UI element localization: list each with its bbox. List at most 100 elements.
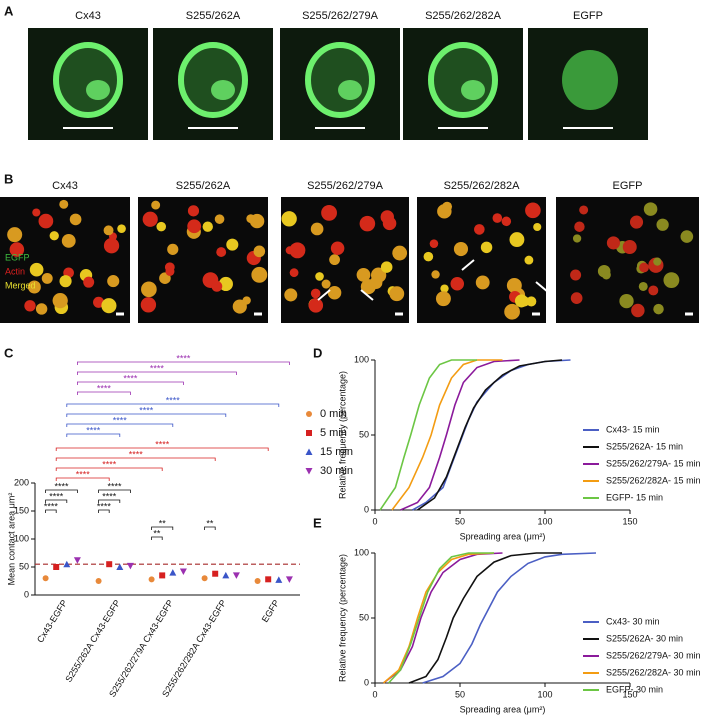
significance-bracket <box>55 457 216 461</box>
cell <box>431 270 440 279</box>
cell <box>653 257 662 266</box>
cell <box>638 281 648 291</box>
x-tick-label: S255/262A Cx43-EGFP <box>63 598 122 684</box>
cell-core <box>338 80 362 100</box>
cell <box>574 221 585 232</box>
legend-label: 30 min <box>320 465 353 477</box>
cell <box>103 225 114 236</box>
panel-label: E <box>313 515 322 530</box>
significance-bracket <box>55 477 110 481</box>
cell <box>53 42 123 118</box>
dot <box>126 562 134 570</box>
y-tick-label: 150 <box>14 505 29 515</box>
cell <box>52 293 68 309</box>
legend-label: S255/262/282A- 30 min <box>606 667 701 677</box>
channel-label: EGFP <box>5 252 30 262</box>
cell <box>151 200 161 210</box>
legend-label: Cx43- 30 min <box>606 616 660 626</box>
dot <box>169 569 177 576</box>
y-tick-label: 50 <box>359 429 369 439</box>
cell <box>202 221 213 232</box>
cell <box>69 213 82 226</box>
significance-label: **** <box>113 415 128 425</box>
significance-label: **** <box>155 439 170 449</box>
arrow <box>461 259 475 271</box>
cell <box>29 262 44 277</box>
panel-label: B <box>4 171 13 186</box>
cell <box>232 299 247 314</box>
dot <box>73 557 81 564</box>
panel-title: S255/262/282A <box>444 180 521 192</box>
y-tick-label: 0 <box>364 677 369 687</box>
line <box>388 552 494 684</box>
line <box>417 359 563 511</box>
panel-title: EGFP <box>613 180 643 192</box>
cell <box>525 202 541 219</box>
significance-bracket <box>98 509 110 513</box>
cell <box>606 236 621 250</box>
significance-bracket <box>66 413 227 417</box>
panel-title: EGFP <box>573 10 603 22</box>
cell <box>101 298 117 314</box>
cell <box>656 218 669 231</box>
cell <box>315 272 324 281</box>
channel-label: Actin <box>5 266 25 276</box>
dot <box>116 563 124 570</box>
cell <box>356 267 371 282</box>
significance-bracket <box>45 499 68 503</box>
arrow <box>535 281 549 293</box>
cell <box>680 230 694 243</box>
line <box>412 359 571 511</box>
dot <box>306 430 312 436</box>
legend-label: S255/262/279A- 30 min <box>606 650 701 660</box>
significance-label: **** <box>176 353 191 363</box>
cell <box>321 204 337 221</box>
x-tick-label: EGFP <box>260 598 281 624</box>
cell <box>141 281 157 298</box>
cell <box>165 267 175 276</box>
cell <box>61 233 76 248</box>
legend-label: S255/262/282A- 15 min <box>606 475 701 485</box>
dot <box>285 576 293 583</box>
dot <box>265 576 272 583</box>
significance-bracket <box>66 433 121 437</box>
cell <box>359 215 376 232</box>
y-tick-label: 100 <box>354 547 369 557</box>
significance-label: **** <box>54 481 69 491</box>
x-axis-label: Spreading area (μm²) <box>460 531 546 541</box>
line <box>382 552 495 684</box>
cell <box>450 276 465 291</box>
cell <box>41 272 53 284</box>
significance-bracket <box>98 499 121 503</box>
line <box>422 552 597 684</box>
legend-label: EGFP- 15 min <box>606 492 663 502</box>
cell <box>601 270 611 280</box>
significance-bracket <box>66 423 174 427</box>
cell <box>310 288 321 299</box>
cell <box>142 211 158 227</box>
x-tick-label: Cx43-EGFP <box>35 598 69 644</box>
cell <box>187 219 202 234</box>
cell <box>35 303 48 315</box>
cell <box>570 269 582 281</box>
line <box>379 359 477 511</box>
cell <box>284 288 298 302</box>
cell <box>629 215 644 229</box>
y-tick-label: 50 <box>359 612 369 622</box>
cell <box>631 303 645 318</box>
cell <box>475 275 490 290</box>
legend-label: Cx43- 15 min <box>606 424 660 434</box>
cell <box>32 208 41 217</box>
dot <box>306 411 312 417</box>
significance-label: **** <box>49 491 64 501</box>
significance-label: **** <box>123 373 138 383</box>
cell <box>107 275 120 288</box>
cell <box>423 251 434 262</box>
panel-label: D <box>313 345 322 360</box>
dot <box>275 576 283 583</box>
x-tick-label: 0 <box>372 689 377 699</box>
cell <box>216 247 227 258</box>
significance-bracket <box>151 536 163 540</box>
legend-label: EGFP- 30 min <box>606 684 663 694</box>
